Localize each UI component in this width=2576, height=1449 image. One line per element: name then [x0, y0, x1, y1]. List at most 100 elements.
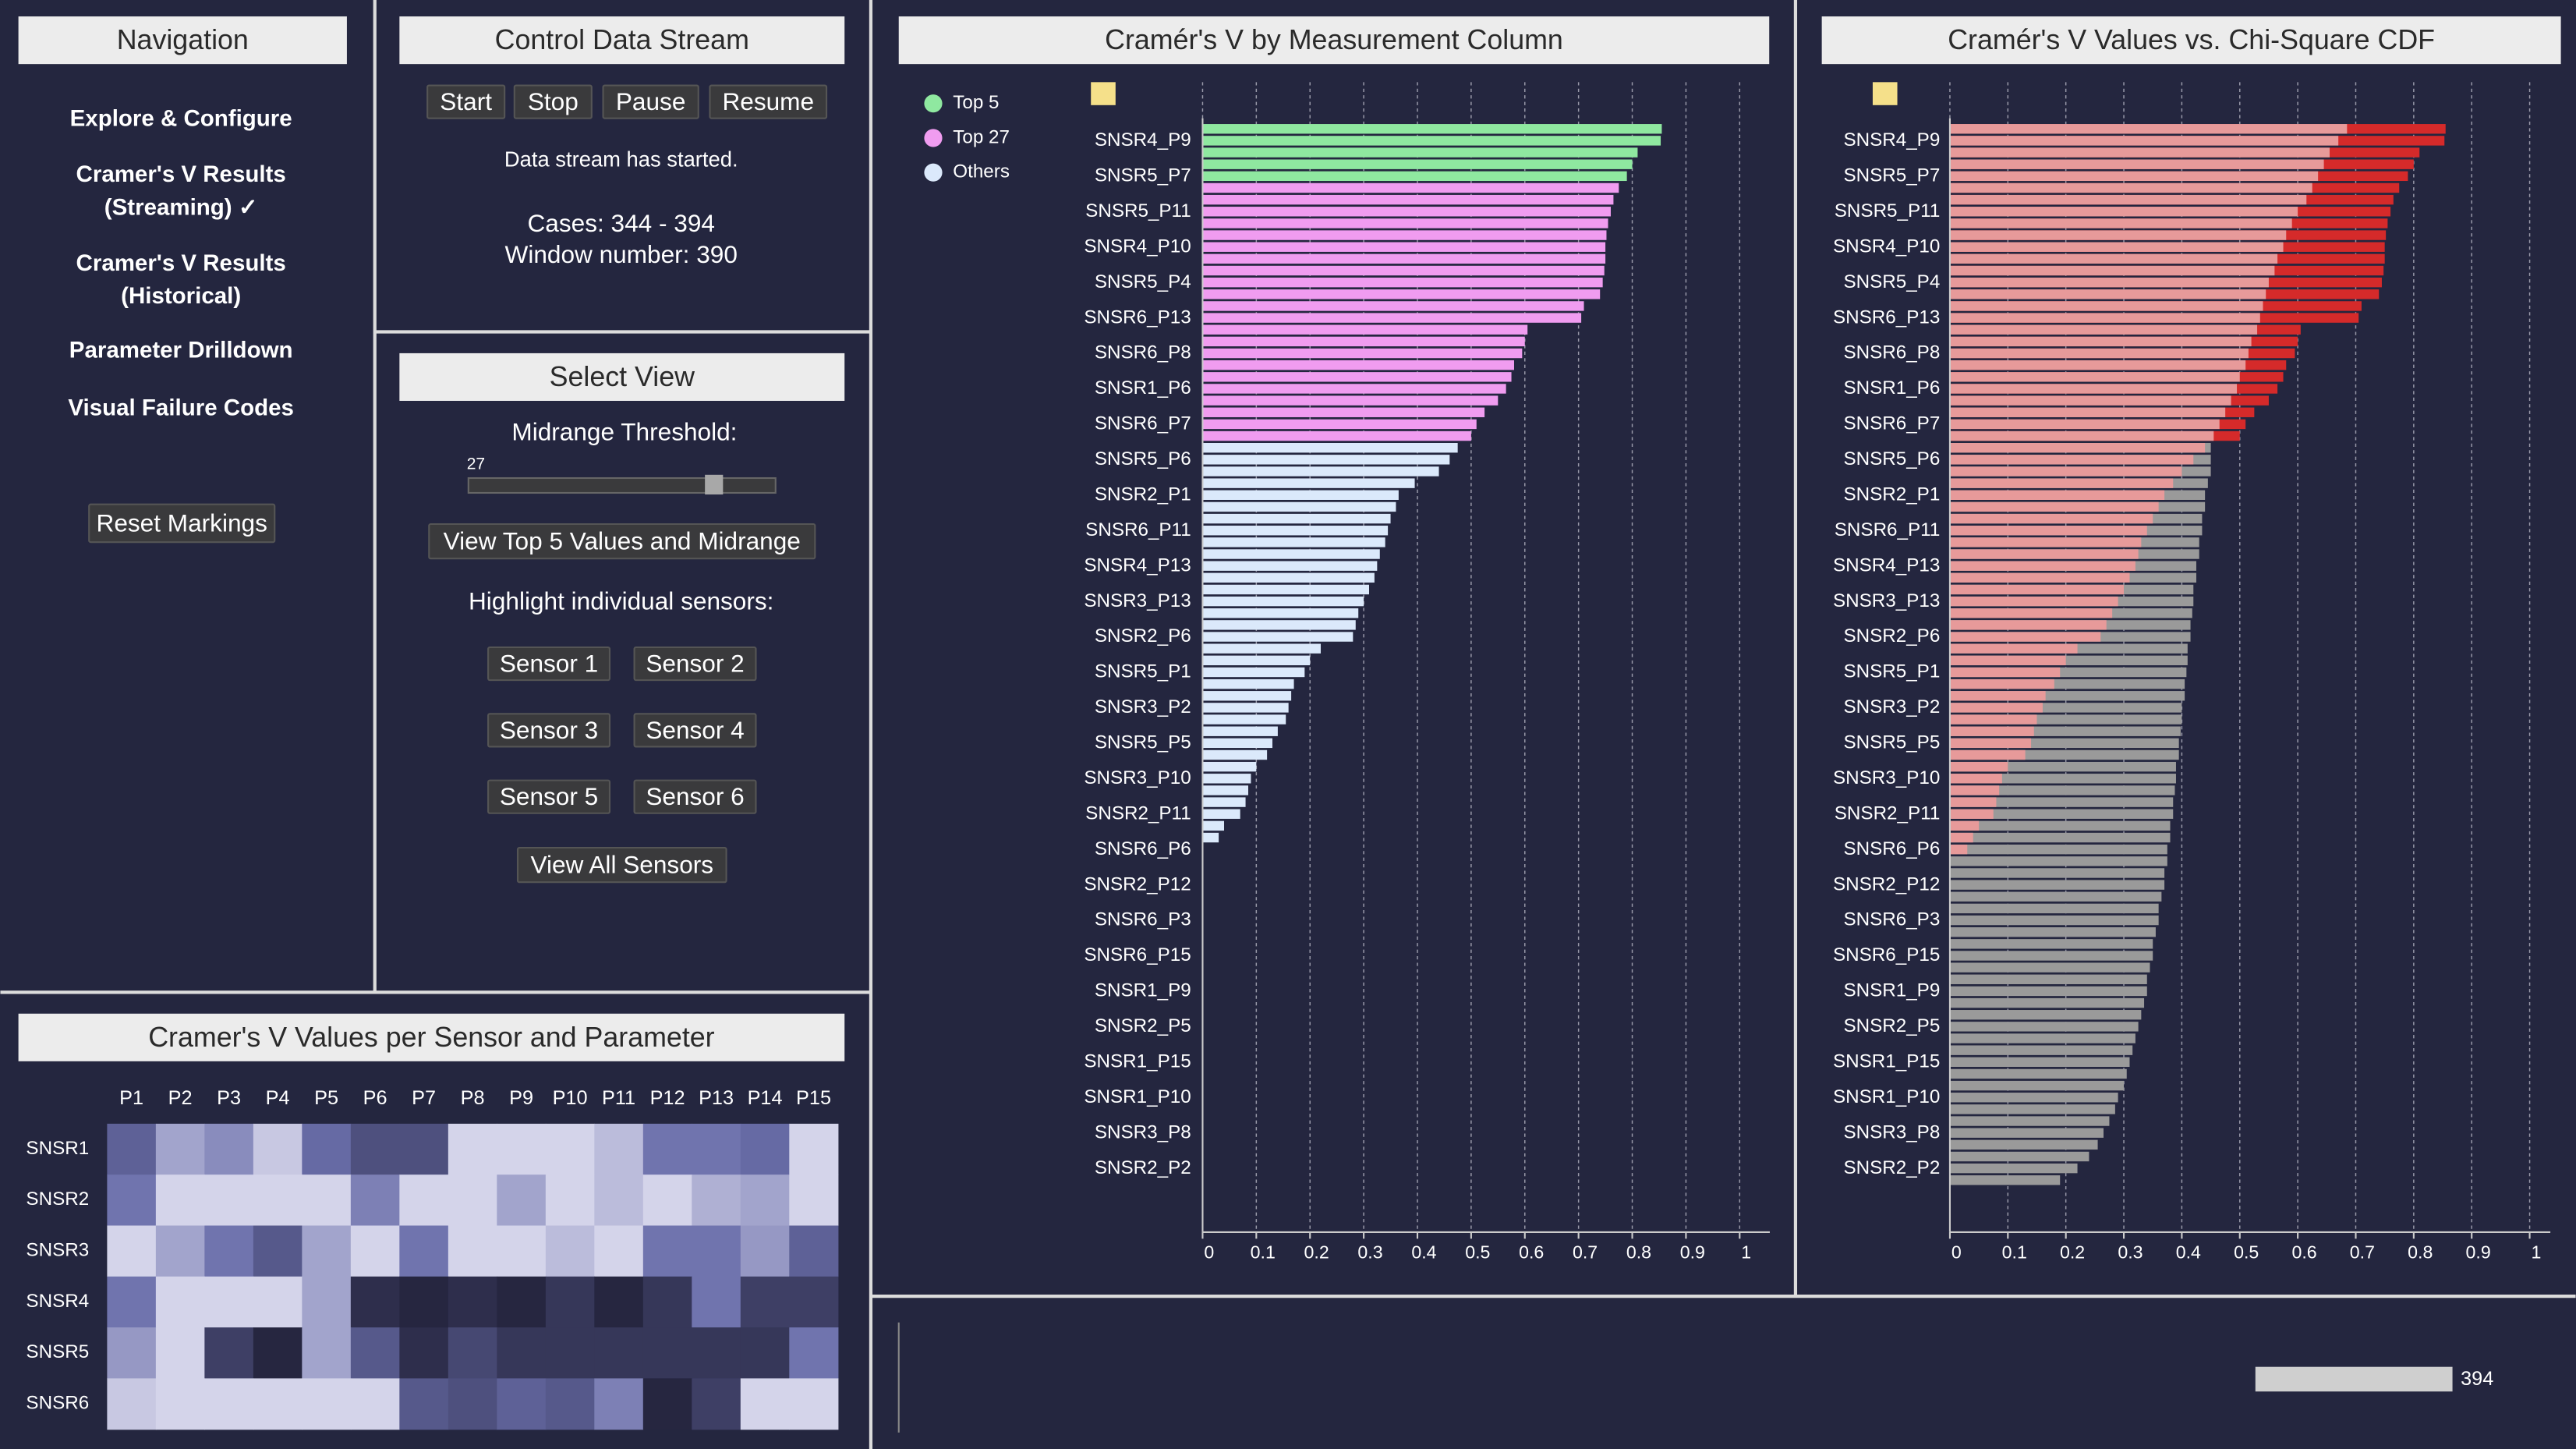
button[interactable]: [513, 84, 593, 119]
bar: [1949, 194, 2307, 205]
bar: [1949, 360, 2246, 370]
bar: [1949, 774, 2176, 784]
button[interactable]: [428, 523, 816, 560]
heat-cell: [302, 1327, 352, 1380]
bar: [1949, 797, 2174, 807]
nav-link[interactable]: Cramer's V Results: [76, 161, 286, 187]
bar: [1949, 277, 2269, 288]
bar: [1949, 655, 2066, 666]
bar: [1202, 655, 1311, 666]
button[interactable]: [709, 84, 828, 119]
heat-cell: [399, 1174, 449, 1227]
heat-cell: [497, 1174, 547, 1227]
heat-cell: [155, 1276, 205, 1328]
heat-cell: [399, 1123, 449, 1175]
bar: [1949, 844, 2167, 855]
y-tick-label: SNSR5_P6: [1095, 448, 1191, 469]
bar: [1949, 939, 2153, 949]
y-tick-label: SNSR6_P7: [1095, 413, 1191, 434]
nav-link[interactable]: Parameter Drilldown: [69, 338, 293, 363]
heat-cell: [448, 1174, 497, 1227]
button-label[interactable]: Sensor 2: [646, 650, 744, 678]
panel-title: Cramér's V Values vs. Chi-Square CDF: [1948, 24, 2435, 55]
button[interactable]: [426, 84, 506, 119]
bar: [1202, 407, 1485, 417]
highlight-label: Highlight individual sensors:: [469, 586, 773, 615]
bar: [1202, 584, 1370, 595]
bar: [1949, 136, 2339, 146]
bar: [1949, 926, 2156, 937]
bar: [1949, 1022, 2139, 1032]
button[interactable]: [487, 779, 611, 814]
slider-track[interactable]: [467, 477, 777, 494]
button[interactable]: [487, 646, 611, 682]
button[interactable]: [516, 846, 727, 884]
heat-cell: [594, 1276, 644, 1328]
button-label[interactable]: Sensor 3: [500, 716, 598, 744]
nav-link[interactable]: Visual Failure Codes: [68, 395, 294, 420]
slider-handle[interactable]: [705, 474, 724, 495]
heat-cell: [594, 1378, 644, 1430]
button-label[interactable]: Stop: [528, 87, 579, 115]
title-box: [399, 353, 845, 402]
bar: [1949, 749, 2026, 760]
button-label[interactable]: Sensor 1: [500, 650, 598, 678]
heat-cell: [350, 1174, 400, 1227]
y-tick-label: SNSR2: [26, 1189, 89, 1210]
bar: [1949, 430, 2214, 441]
button[interactable]: [633, 713, 757, 748]
nav-link[interactable]: (Streaming) ✓: [104, 194, 258, 220]
heat-cell: [740, 1276, 790, 1328]
bar: [1949, 608, 2113, 618]
status: Data stream has started.: [504, 147, 738, 172]
nav-link[interactable]: Cramer's V Results: [76, 250, 286, 276]
y-tick-label: SNSR4: [26, 1291, 89, 1312]
button-label[interactable]: View All Sensors: [530, 851, 713, 879]
button[interactable]: [602, 84, 699, 119]
y-tick-label: SNSR4_P13: [1833, 554, 1940, 576]
y-tick-label: SNSR6_P8: [1095, 342, 1191, 363]
button[interactable]: [633, 779, 757, 814]
bar: [1202, 774, 1251, 784]
x-tick-label: P5: [314, 1087, 338, 1109]
y-tick-label: SNSR6_P13: [1084, 306, 1191, 328]
bar: [1202, 182, 1619, 193]
button-label[interactable]: Sensor 6: [646, 782, 744, 810]
bar: [1949, 774, 2002, 784]
button-label[interactable]: Sensor 5: [500, 782, 598, 810]
heat-cell: [594, 1174, 644, 1227]
bar: [1949, 974, 2147, 984]
nav-link[interactable]: (Historical): [121, 283, 241, 309]
bar: [1949, 1151, 2089, 1162]
bar: [1949, 537, 2142, 547]
button-label[interactable]: Resume: [722, 87, 814, 115]
panel-title: Control Data Stream: [495, 24, 749, 55]
window: Window number: 390: [505, 240, 738, 268]
button-label[interactable]: Sensor 4: [646, 716, 744, 744]
bar: [1202, 372, 1512, 382]
bar: [1949, 632, 2101, 642]
button[interactable]: [633, 646, 757, 682]
bar: [1202, 526, 1389, 536]
button-label[interactable]: Start: [440, 87, 492, 115]
button-label[interactable]: Pause: [616, 87, 686, 115]
bar: [1202, 253, 1606, 264]
bar: [1202, 313, 1582, 323]
nav-link[interactable]: Explore & Configure: [70, 106, 292, 132]
button-label[interactable]: Reset Markings: [97, 508, 267, 537]
bar: [1949, 997, 2145, 1008]
heat-cell: [642, 1123, 692, 1175]
button[interactable]: [487, 713, 611, 748]
heat-cell: [740, 1327, 790, 1380]
y-tick-label: SNSR2_P12: [1833, 873, 1940, 895]
bar: [1949, 726, 2034, 736]
heat-cell: [204, 1174, 254, 1227]
panel-title: Cramer's V Values per Sensor and Paramet…: [148, 1022, 714, 1053]
bar: [1202, 466, 1439, 477]
button[interactable]: [88, 503, 276, 544]
button-label[interactable]: View Top 5 Values and Midrange: [444, 527, 801, 555]
heat-cell: [642, 1276, 692, 1328]
bar: [1949, 1104, 2115, 1114]
x-tick-label: P13: [699, 1087, 734, 1109]
